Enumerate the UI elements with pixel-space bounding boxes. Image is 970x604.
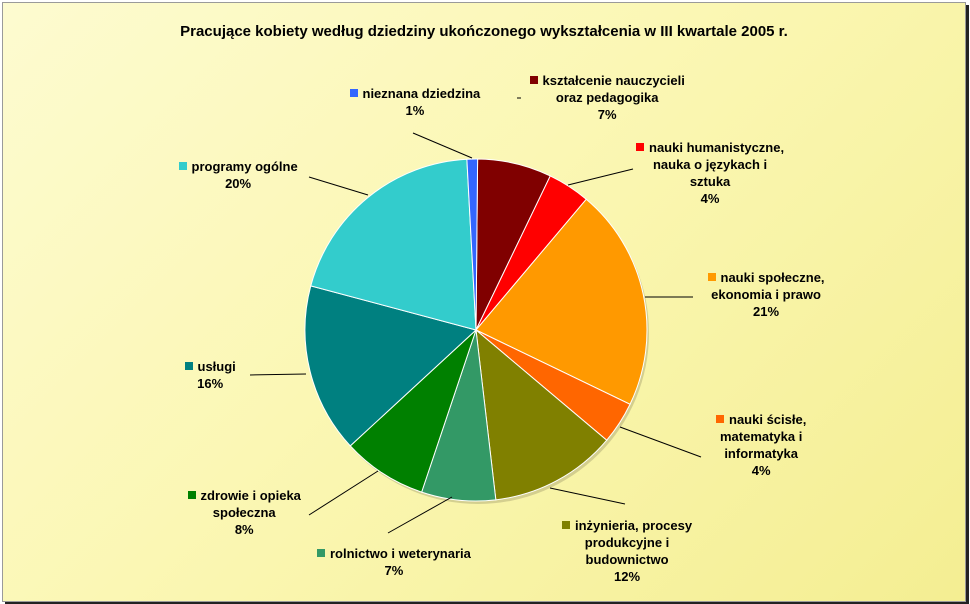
leader-line	[567, 168, 634, 186]
slice-percent: 21%	[753, 304, 780, 319]
slice-label: nauki humanistyczne, nauka o językach i sz…	[636, 139, 784, 207]
leader-line	[387, 496, 453, 534]
slice-percent: 7%	[384, 563, 404, 578]
slice-label: inżynieria, procesy produkcyjne i budownic…	[562, 517, 692, 585]
leader-line	[619, 426, 702, 458]
slice-label-text: programy ogólne	[178, 158, 298, 175]
slice-percent: 4%	[751, 463, 771, 478]
slice-label: nauki społeczne, ekonomia i prawo 21%	[707, 269, 825, 320]
leader-line	[549, 487, 626, 505]
slice-label: zdrowie i opieka społeczna 8%	[187, 487, 301, 538]
slice-percent: 1%	[405, 103, 425, 118]
leader-line	[308, 470, 379, 516]
slice-label-text: informatyka	[724, 446, 799, 461]
slice-label: rolnictwo i weterynaria 7%	[317, 545, 471, 579]
legend-key	[716, 415, 724, 423]
slice-label-text: nauki humanistyczne,	[636, 139, 784, 156]
slice-label-text: nauki ścisłe,	[716, 411, 806, 428]
pie-slice	[310, 158, 477, 331]
legend-key	[529, 76, 538, 84]
slice-label-text: matematyka i	[719, 429, 803, 444]
slice-percent: 8%	[234, 522, 254, 537]
legend-key	[636, 143, 644, 151]
legend-key	[317, 549, 325, 557]
legend-key	[178, 162, 187, 170]
slice-percent: 16%	[197, 376, 224, 391]
slice-label-text: nauki społeczne,	[707, 269, 825, 286]
legend-key	[184, 362, 193, 370]
slice-label-text: zdrowie i opieka	[187, 487, 301, 504]
legend-key	[187, 491, 196, 499]
slice-label-text: produkcyjne i	[584, 535, 670, 550]
slice-label-text: rolnictwo i weterynaria	[317, 545, 471, 562]
leader-line	[308, 176, 369, 196]
slice-label-text: nauka o językach i	[652, 157, 768, 172]
slice-label-text: oraz pedagogika	[555, 90, 659, 105]
slice-label-text: budownictwo	[585, 552, 669, 567]
legend-key	[349, 89, 358, 97]
pie-slice	[475, 198, 648, 405]
pie-slice	[466, 158, 479, 331]
slice-label-text: społeczna	[212, 505, 276, 520]
slice-label-text: usługi	[184, 358, 236, 375]
slice-label: kształcenie nauczycieli oraz pedagogika 7%	[529, 72, 685, 123]
slice-label-text: nieznana dziedzina	[349, 85, 480, 102]
leader-line	[249, 373, 307, 376]
leader-line	[412, 132, 473, 159]
pie-chart	[249, 97, 702, 534]
slice-label: usługi 16%	[184, 358, 236, 392]
legend-key	[707, 273, 716, 281]
slice-label: nauki ścisłe, matematyka i informatyka 4%	[716, 411, 806, 479]
slice-label: programy ogólne 20%	[178, 158, 298, 192]
slice-label: nieznana dziedzina 1%	[349, 85, 480, 119]
pie-slice	[304, 285, 478, 447]
pie-slice	[475, 328, 608, 501]
slice-label-text: kształcenie nauczycieli	[529, 72, 685, 89]
slice-label-text: sztuka	[689, 174, 731, 189]
chart-title: Pracujące kobiety według dziedziny ukońc…	[180, 23, 788, 40]
slice-percent: 4%	[700, 191, 720, 206]
slice-percent: 20%	[225, 176, 252, 191]
slice-label-text: inżynieria, procesy	[562, 517, 692, 534]
slice-label-text: ekonomia i prawo	[711, 287, 821, 302]
slice-percent: 12%	[614, 569, 641, 584]
slice-percent: 7%	[597, 107, 617, 122]
legend-key	[562, 521, 570, 529]
